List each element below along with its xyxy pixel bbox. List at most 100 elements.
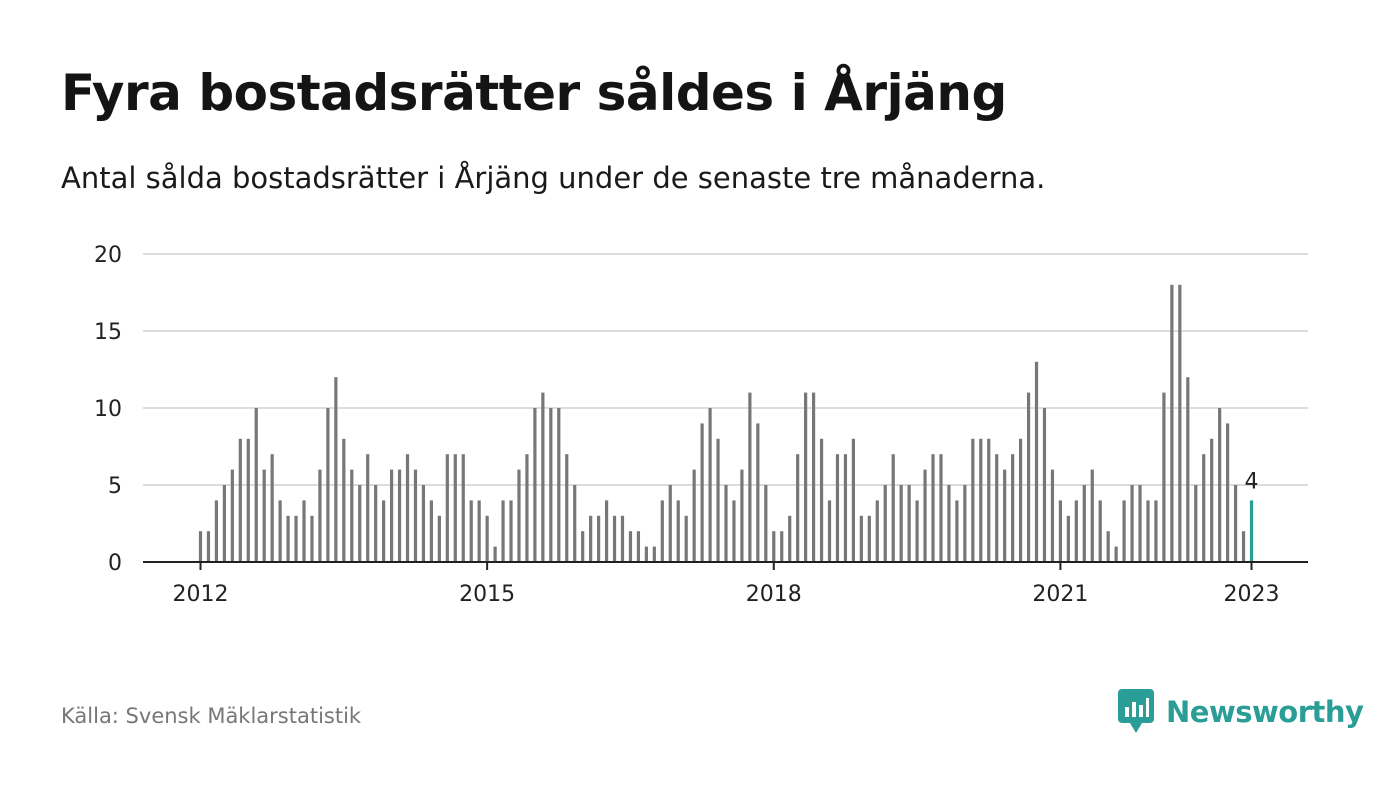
- bar: [1218, 408, 1222, 562]
- bar: [453, 454, 457, 562]
- bar: [851, 438, 855, 562]
- bar: [1226, 423, 1230, 562]
- bar: [748, 392, 752, 562]
- bar: [923, 469, 927, 562]
- bar: [764, 485, 768, 562]
- chart-title: Fyra bostadsrätter såldes i Årjäng: [61, 64, 1007, 122]
- bar: [931, 454, 935, 562]
- bar: [716, 438, 720, 562]
- bar: [1050, 469, 1055, 562]
- bar: [310, 515, 314, 562]
- bar: [772, 531, 776, 562]
- bar: [238, 438, 242, 562]
- bar: [692, 469, 696, 562]
- x-tick-label: 2023: [1224, 582, 1280, 607]
- bar: [214, 500, 219, 562]
- x-tick-label: 2018: [746, 582, 802, 607]
- bar: [740, 469, 744, 562]
- bar: [493, 546, 497, 562]
- bar: [724, 485, 728, 562]
- bar: [334, 377, 338, 562]
- bar: [788, 515, 792, 562]
- bar: [883, 485, 887, 562]
- bar: [987, 438, 991, 562]
- bar: [405, 454, 410, 562]
- bar: [445, 454, 449, 562]
- y-tick-label: 15: [94, 320, 122, 345]
- y-tick-label: 0: [108, 551, 122, 576]
- bar: [477, 500, 481, 562]
- bar: [796, 454, 800, 562]
- bar: [485, 515, 489, 562]
- data-label-latest: 4: [1245, 469, 1259, 494]
- bar: [939, 454, 943, 562]
- bar: [636, 531, 641, 562]
- bar: [620, 515, 625, 562]
- bar: [1241, 531, 1246, 562]
- bar: [318, 469, 322, 562]
- bar: [955, 500, 959, 562]
- brand-logo[interactable]: Newsworthy: [1118, 689, 1364, 735]
- bar: [533, 408, 537, 562]
- bar: [573, 485, 577, 562]
- bar: [979, 438, 983, 562]
- bar: [780, 531, 784, 562]
- bar: [565, 454, 569, 562]
- bar: [350, 469, 354, 562]
- bar: [644, 546, 648, 562]
- bar: [230, 469, 234, 562]
- bar: [907, 485, 911, 562]
- bar: [326, 408, 330, 562]
- bar: [1202, 454, 1206, 562]
- bar: [1066, 515, 1070, 562]
- data-labels: 4: [1245, 469, 1259, 494]
- bar: [1170, 284, 1174, 562]
- bar: [1178, 284, 1182, 562]
- bar: [525, 454, 529, 562]
- bar: [246, 438, 250, 562]
- y-tick-label: 5: [108, 474, 122, 499]
- bar: [947, 485, 951, 562]
- bar: [628, 531, 633, 562]
- bar: [875, 500, 879, 562]
- bar: [756, 423, 760, 562]
- bar: [676, 500, 680, 562]
- bar: [612, 515, 617, 562]
- bar: [302, 500, 306, 562]
- bar: [366, 454, 370, 562]
- bar: [358, 485, 362, 562]
- bar: [1138, 485, 1142, 562]
- bar: [963, 485, 967, 562]
- bar: [827, 500, 832, 562]
- bar: [1233, 485, 1238, 562]
- bar: [843, 454, 848, 562]
- bar: [1130, 485, 1134, 562]
- bar: [206, 531, 211, 562]
- bar: [1034, 361, 1039, 562]
- newsworthy-logo-icon: [1118, 689, 1154, 733]
- bar: [604, 500, 609, 562]
- bar: [509, 500, 513, 562]
- bar: [1122, 500, 1126, 562]
- bar: [557, 408, 561, 562]
- brand-name: Newsworthy: [1166, 695, 1364, 729]
- bar: [915, 500, 919, 562]
- bar: [222, 485, 226, 562]
- bar: [835, 454, 840, 562]
- x-tick-label: 2012: [173, 582, 229, 607]
- bar: [1114, 546, 1118, 562]
- bar: [1019, 438, 1023, 562]
- bar: [421, 485, 426, 562]
- bar: [804, 392, 808, 562]
- bar: [286, 515, 290, 562]
- bar-highlight: [1249, 500, 1254, 562]
- bar: [541, 392, 545, 562]
- bar: [581, 531, 585, 562]
- bar: [1186, 377, 1190, 562]
- bar: [397, 469, 402, 562]
- bar: [254, 408, 258, 562]
- bar: [732, 500, 736, 562]
- bar: [342, 438, 346, 562]
- bar: [1090, 469, 1094, 562]
- bar: [1003, 469, 1007, 562]
